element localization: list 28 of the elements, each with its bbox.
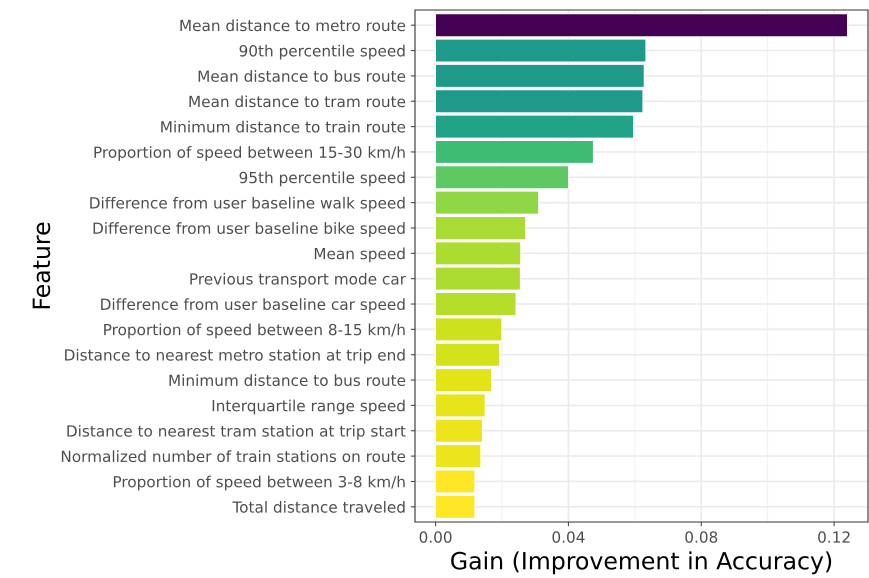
y-axis-title: Feature — [32, 222, 50, 308]
y-tick-label: Total distance traveled — [232, 500, 405, 513]
y-tick-label: Proportion of speed between 3-8 km/h — [114, 476, 405, 490]
bar — [435, 89, 644, 114]
y-tick-label: 95th percentile speed — [240, 171, 405, 186]
x-tick-label: 0.04 — [552, 531, 585, 543]
y-tick-label: Mean speed — [314, 248, 405, 262]
y-tick-label: Minimum distance to train route — [161, 120, 406, 133]
x-tick-label: 0.08 — [685, 531, 718, 543]
y-tick-label: 90th percentile speed — [240, 44, 405, 60]
bar — [435, 418, 483, 443]
y-tick-label: Proportion of speed between 8-15 km/h — [104, 324, 405, 338]
x-tick-label: 0.12 — [818, 531, 850, 543]
y-tick-label: Difference from user baseline car speed — [101, 298, 405, 313]
x-axis-title: Gain (Improvement in Accuracy) — [451, 551, 832, 574]
y-tick-label: Mean distance to tram route — [189, 95, 406, 108]
y-tick-label: Mean distance to metro route — [180, 19, 406, 32]
y-tick-label: Distance to nearest tram station at trip start — [67, 424, 406, 440]
y-tick-label: Proportion of speed between 15-30 km/h — [94, 146, 405, 161]
y-tick-label: Difference from user baseline walk speed — [90, 196, 405, 212]
y-tick-label: Distance to nearest metro station at trip end — [65, 348, 405, 364]
y-tick-label: Interquartile range speed — [212, 400, 405, 414]
y-tick-label: Minimum distance to bus route — [169, 374, 406, 386]
x-tick-label: 0.00 — [420, 531, 452, 543]
y-tick-label: Previous transport mode car — [190, 272, 406, 288]
y-tick-label: Mean distance to bus route — [198, 70, 406, 82]
y-tick-label: Difference from user baseline bike speed — [94, 222, 405, 237]
y-tick-label: Normalized number of train stations on route — [62, 450, 406, 462]
